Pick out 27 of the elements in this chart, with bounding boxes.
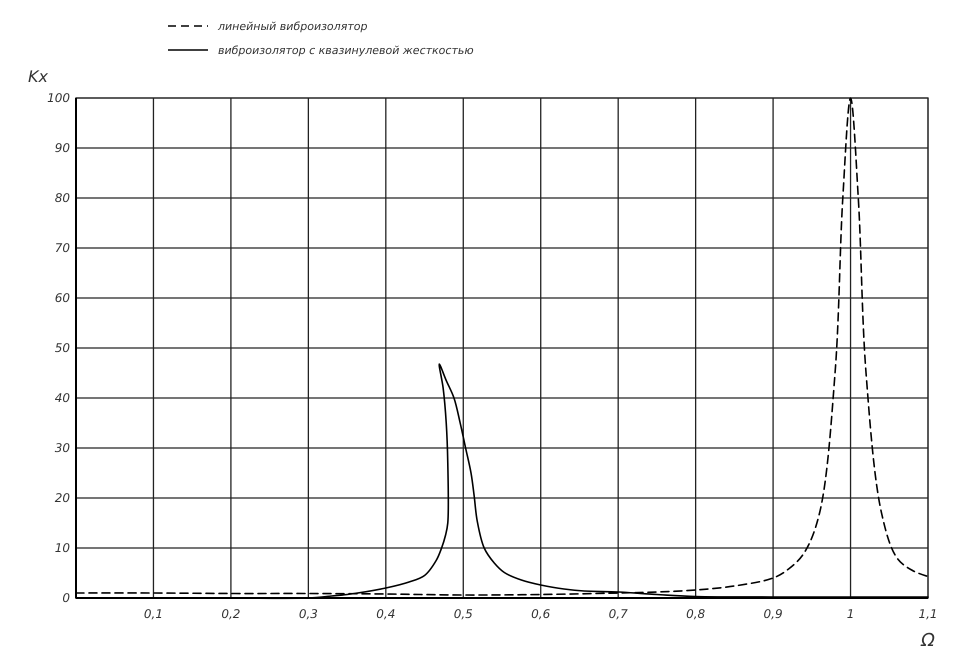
x-tick-label: 0,4 <box>376 607 396 621</box>
x-tick-label: 0,5 <box>454 607 473 621</box>
y-tick-label: 0 <box>62 591 70 605</box>
x-tick-label: 0,8 <box>686 607 706 621</box>
legend-label: линейный виброизолятор <box>217 20 368 33</box>
y-tick-label: 30 <box>54 441 70 455</box>
y-tick-label: 20 <box>54 491 70 505</box>
x-tick-label: 0,6 <box>531 607 551 621</box>
x-tick-label: 1,1 <box>918 607 938 621</box>
line-series <box>75 97 929 596</box>
y-axis-title: Kx <box>28 67 48 86</box>
x-tick-label: 0,9 <box>764 607 783 621</box>
legend-label: виброизолятор с квазинулевой жесткостью <box>218 44 474 57</box>
y-tick-label: 100 <box>47 91 70 105</box>
y-tick-label: 90 <box>54 141 70 155</box>
x-tick-label: 0,7 <box>608 607 628 621</box>
x-tick-label: 1 <box>846 607 854 621</box>
x-tick-label: 0,3 <box>298 607 318 621</box>
x-axis-title: Ω <box>920 630 936 651</box>
y-tick-label: 50 <box>54 341 70 355</box>
y-tick-label: 80 <box>54 191 70 205</box>
x-tick-label: 0,1 <box>144 607 163 621</box>
y-tick-label: 60 <box>54 291 70 305</box>
x-tick-label: 0,2 <box>221 607 240 621</box>
y-tick-label: 70 <box>54 241 70 255</box>
y-tick-label: 10 <box>54 541 70 555</box>
y-tick-label: 40 <box>54 391 70 405</box>
